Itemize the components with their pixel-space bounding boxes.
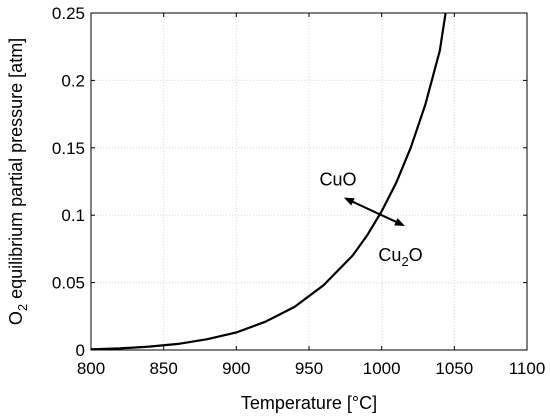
annotation-cuo: CuO bbox=[320, 170, 357, 190]
annotation-cu2o: Cu2O bbox=[378, 245, 422, 269]
series-line bbox=[90, 12, 447, 351]
grid bbox=[90, 12, 528, 351]
y-tick-label: 0.25 bbox=[52, 4, 85, 23]
y-tick-labels: 0 0.05 0.1 0.15 0.2 0.25 bbox=[52, 4, 85, 360]
ticks bbox=[90, 12, 528, 351]
annotation-cu2o-rest: O bbox=[409, 245, 423, 265]
x-tick-label: 850 bbox=[149, 359, 177, 378]
x-tick-label: 900 bbox=[222, 359, 250, 378]
x-tick-label: 950 bbox=[295, 359, 323, 378]
y-axis-label-rest: equilibrium partial pressure [atm] bbox=[6, 38, 26, 304]
y-tick-label: 0.05 bbox=[52, 274, 85, 293]
x-tick-label: 800 bbox=[77, 359, 105, 378]
y-axis-label: O2 equilibrium partial pressure [atm] bbox=[6, 38, 30, 325]
x-axis-label: Temperature [°C] bbox=[241, 393, 377, 413]
double-arrow bbox=[343, 197, 405, 226]
y-tick-label: 0 bbox=[76, 341, 85, 360]
y-axis-label-subscript: 2 bbox=[15, 304, 30, 311]
arrow-shaft bbox=[348, 199, 400, 225]
annotation-cu2o-base: Cu bbox=[378, 245, 401, 265]
y-tick-label: 0.1 bbox=[61, 206, 85, 225]
arrowhead-right bbox=[394, 218, 405, 226]
arrowhead-left bbox=[343, 197, 355, 206]
annotation-cu2o-subscript: 2 bbox=[401, 254, 408, 269]
y-axis-label-base: O bbox=[6, 311, 26, 325]
x-tick-label: 1050 bbox=[435, 359, 473, 378]
y-tick-label: 0.2 bbox=[61, 71, 85, 90]
x-tick-label: 1000 bbox=[363, 359, 401, 378]
x-tick-labels: 800 850 900 950 1000 1050 1100 bbox=[77, 359, 545, 378]
y-tick-label: 0.15 bbox=[52, 139, 85, 158]
x-tick-label: 1100 bbox=[509, 359, 546, 378]
